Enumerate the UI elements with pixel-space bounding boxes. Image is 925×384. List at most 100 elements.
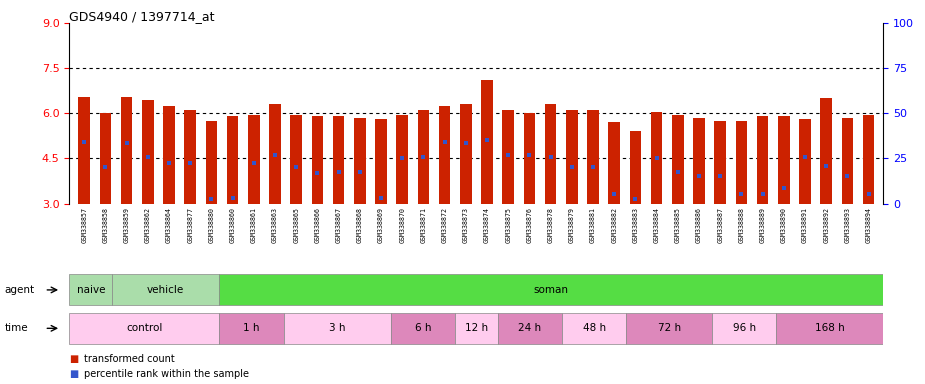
Text: GSM338878: GSM338878 bbox=[548, 207, 553, 243]
Text: GSM338875: GSM338875 bbox=[505, 207, 512, 243]
Text: 96 h: 96 h bbox=[733, 323, 756, 333]
Text: GSM338864: GSM338864 bbox=[166, 207, 172, 243]
Text: GSM338892: GSM338892 bbox=[823, 207, 829, 243]
Text: GSM338865: GSM338865 bbox=[293, 207, 299, 243]
Bar bbox=[460, 104, 472, 204]
Text: GSM338861: GSM338861 bbox=[251, 207, 257, 243]
Text: 6 h: 6 h bbox=[414, 323, 431, 333]
Bar bbox=[354, 118, 365, 204]
Text: GSM338889: GSM338889 bbox=[759, 207, 766, 243]
Text: GSM338893: GSM338893 bbox=[845, 207, 850, 243]
Bar bbox=[776, 313, 883, 344]
Text: naive: naive bbox=[77, 285, 105, 295]
Text: GSM338881: GSM338881 bbox=[590, 207, 596, 243]
Text: GSM338873: GSM338873 bbox=[462, 207, 469, 243]
Text: GSM338874: GSM338874 bbox=[484, 207, 490, 243]
Bar bbox=[842, 118, 853, 204]
Text: GSM338888: GSM338888 bbox=[738, 207, 745, 243]
Text: ■: ■ bbox=[69, 354, 79, 364]
Bar bbox=[626, 313, 712, 344]
Text: GSM338872: GSM338872 bbox=[441, 207, 448, 243]
Text: transformed count: transformed count bbox=[84, 354, 175, 364]
Text: GSM338860: GSM338860 bbox=[229, 207, 236, 243]
Text: GSM338886: GSM338886 bbox=[696, 207, 702, 243]
Text: 72 h: 72 h bbox=[658, 323, 681, 333]
Text: 1 h: 1 h bbox=[243, 323, 260, 333]
Text: ■: ■ bbox=[69, 369, 79, 379]
Bar bbox=[284, 313, 390, 344]
Bar bbox=[609, 122, 620, 204]
Bar bbox=[269, 104, 281, 204]
Text: GSM338871: GSM338871 bbox=[420, 207, 426, 243]
Bar bbox=[142, 100, 154, 204]
Bar bbox=[333, 116, 344, 204]
Text: soman: soman bbox=[534, 285, 569, 295]
Bar bbox=[290, 115, 302, 204]
Text: agent: agent bbox=[5, 285, 35, 295]
Text: GSM338859: GSM338859 bbox=[124, 207, 130, 243]
Text: GSM338891: GSM338891 bbox=[802, 207, 808, 243]
Text: GSM338858: GSM338858 bbox=[103, 207, 108, 243]
Bar bbox=[376, 119, 387, 204]
Text: GSM338883: GSM338883 bbox=[633, 207, 638, 243]
Text: GSM338869: GSM338869 bbox=[378, 207, 384, 243]
Text: 12 h: 12 h bbox=[464, 323, 488, 333]
Text: GSM338876: GSM338876 bbox=[526, 207, 533, 243]
Text: GSM338867: GSM338867 bbox=[336, 207, 341, 243]
Bar bbox=[545, 104, 557, 204]
Text: 24 h: 24 h bbox=[518, 323, 541, 333]
Text: GSM338887: GSM338887 bbox=[717, 207, 723, 243]
Text: 48 h: 48 h bbox=[583, 323, 606, 333]
Bar bbox=[714, 121, 726, 204]
Text: GSM338870: GSM338870 bbox=[400, 207, 405, 243]
Bar bbox=[69, 274, 112, 306]
Bar bbox=[820, 98, 832, 204]
Text: GSM338880: GSM338880 bbox=[208, 207, 215, 243]
Text: GSM338868: GSM338868 bbox=[357, 207, 363, 243]
Bar bbox=[757, 116, 769, 204]
Text: GSM338885: GSM338885 bbox=[674, 207, 681, 243]
Text: percentile rank within the sample: percentile rank within the sample bbox=[84, 369, 249, 379]
Text: GSM338890: GSM338890 bbox=[781, 207, 787, 243]
Bar bbox=[587, 110, 598, 204]
Text: time: time bbox=[5, 323, 29, 333]
Text: GSM338882: GSM338882 bbox=[611, 207, 617, 243]
Bar bbox=[562, 313, 626, 344]
Bar bbox=[121, 97, 132, 204]
Text: GSM338862: GSM338862 bbox=[145, 207, 151, 243]
Text: GSM338879: GSM338879 bbox=[569, 207, 574, 243]
Bar bbox=[396, 115, 408, 204]
Text: 168 h: 168 h bbox=[815, 323, 845, 333]
Bar bbox=[112, 274, 219, 306]
Bar bbox=[735, 121, 747, 204]
Bar bbox=[227, 116, 239, 204]
Bar bbox=[650, 112, 662, 204]
Bar bbox=[524, 113, 536, 204]
Bar bbox=[630, 131, 641, 204]
Text: GSM338894: GSM338894 bbox=[866, 207, 871, 243]
Bar bbox=[481, 80, 493, 204]
Text: 3 h: 3 h bbox=[329, 323, 345, 333]
Bar bbox=[219, 274, 883, 306]
Text: GSM338863: GSM338863 bbox=[272, 207, 278, 243]
Bar bbox=[863, 115, 874, 204]
Bar bbox=[79, 97, 90, 204]
Text: GSM338877: GSM338877 bbox=[187, 207, 193, 243]
Bar bbox=[693, 118, 705, 204]
Bar bbox=[672, 115, 684, 204]
Bar bbox=[248, 115, 260, 204]
Text: GSM338866: GSM338866 bbox=[314, 207, 320, 243]
Bar bbox=[100, 113, 111, 204]
Bar bbox=[390, 313, 455, 344]
Bar bbox=[712, 313, 776, 344]
Bar bbox=[184, 110, 196, 204]
Bar bbox=[219, 313, 284, 344]
Bar bbox=[163, 106, 175, 204]
Bar bbox=[455, 313, 498, 344]
Bar bbox=[438, 106, 450, 204]
Bar bbox=[312, 116, 323, 204]
Bar bbox=[778, 116, 790, 204]
Bar bbox=[417, 110, 429, 204]
Bar bbox=[69, 313, 219, 344]
Bar bbox=[799, 119, 811, 204]
